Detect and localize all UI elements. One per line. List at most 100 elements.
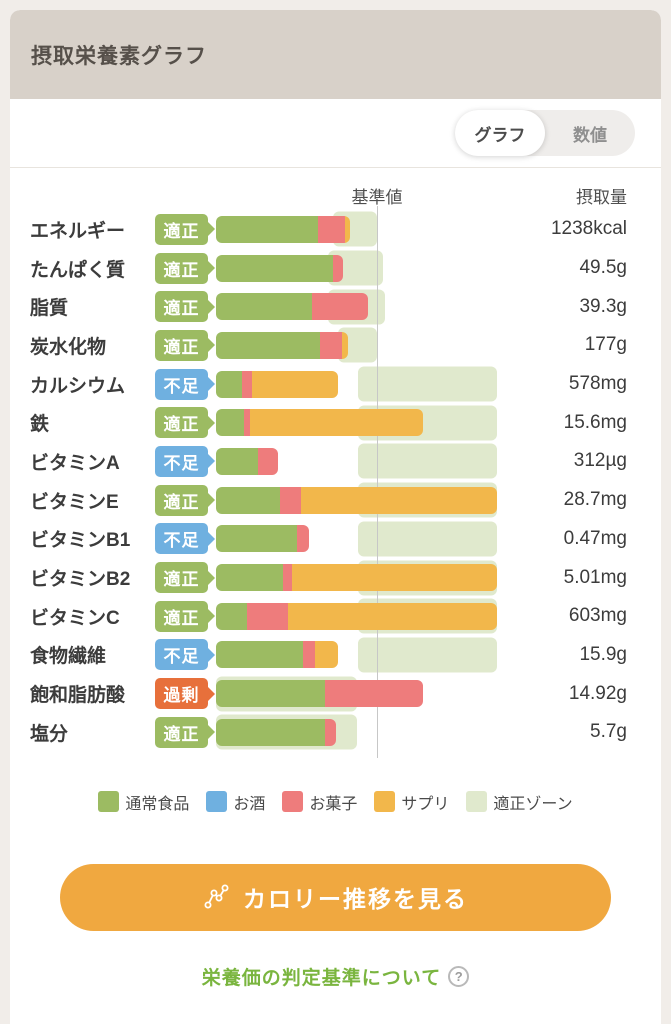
status-badge: 適正	[155, 291, 216, 323]
status-badge-arrow-icon	[208, 454, 215, 469]
bar-segment	[325, 718, 336, 746]
intake-value: 49.5g	[579, 257, 627, 279]
stacked-bar	[216, 718, 336, 746]
nutrient-label: 鉄	[30, 414, 50, 436]
intake-column-header: 摂取量	[576, 188, 627, 207]
bar-track	[216, 210, 497, 249]
bar-segment	[312, 293, 368, 321]
intake-value: 5.01mg	[563, 566, 627, 588]
stacked-bar	[216, 641, 338, 669]
intake-value: 15.6mg	[563, 411, 627, 433]
stacked-bar	[216, 525, 309, 553]
intake-value: 28.7mg	[563, 489, 627, 511]
nutrition-card: 摂取栄養素グラフ グラフ 数値 基準値 摂取量 エネルギー 適正 1238kcal た…	[10, 10, 661, 1024]
status-badge-arrow-icon	[208, 377, 215, 392]
status-badge: 過剰	[155, 678, 216, 710]
bar-segment	[247, 602, 288, 630]
bar-segment	[216, 602, 247, 630]
bar-segment	[283, 564, 292, 592]
bar-segment	[280, 486, 301, 514]
appropriate-zone	[358, 521, 497, 557]
status-badge-arrow-icon	[208, 531, 215, 546]
criteria-link[interactable]: 栄養価の判定基準について	[201, 967, 442, 989]
status-badge: 適正	[155, 213, 216, 245]
status-badge: 適正	[155, 716, 216, 748]
bar-track	[216, 442, 497, 481]
bar-track	[216, 597, 497, 636]
nutrient-row: ビタミンA 不足 312µg	[10, 442, 661, 481]
status-badge-label: 適正	[155, 213, 208, 245]
toggle-row: グラフ 数値	[10, 99, 661, 168]
bar-segment	[342, 331, 348, 359]
bar-segment	[216, 447, 258, 475]
legend-label: 適正ゾーン	[493, 795, 573, 813]
status-badge-arrow-icon	[208, 261, 215, 276]
bar-segment	[252, 370, 338, 398]
status-badge-arrow-icon	[208, 725, 215, 740]
status-badge-arrow-icon	[208, 493, 215, 508]
criteria-link-row: 栄養価の判定基準について ?	[10, 963, 661, 990]
bar-segment	[315, 641, 338, 669]
nutrient-label: ビタミンE	[30, 491, 119, 513]
nutrient-row: 食物繊維 不足 15.9g	[10, 636, 661, 675]
nutrient-row: ビタミンB2 適正 5.01mg	[10, 558, 661, 597]
nutrient-row: カルシウム 不足 578mg	[10, 365, 661, 404]
bar-segment	[258, 447, 278, 475]
bar-segment	[216, 409, 244, 437]
status-badge-label: 適正	[155, 252, 208, 284]
status-badge-label: 不足	[155, 445, 208, 477]
chart-rows: エネルギー 適正 1238kcal たんぱく質 適正 49.5g 脂質 適正 39.3g 炭水化物…	[10, 206, 661, 758]
bar-segment	[318, 215, 345, 243]
bar-segment	[242, 370, 252, 398]
status-badge-label: 適正	[155, 716, 208, 748]
bar-track	[216, 326, 497, 365]
legend-swatch-icon	[374, 791, 396, 813]
nutrient-label: 飽和脂肪酸	[30, 685, 126, 707]
toggle-option-numeric[interactable]: 数値	[545, 110, 635, 156]
status-badge: 不足	[155, 368, 216, 400]
bar-segment	[216, 486, 280, 514]
legend-item: お菓子	[282, 790, 357, 814]
nutrient-row: ビタミンB1 不足 0.47mg	[10, 520, 661, 559]
nutrient-row: 炭水化物 適正 177g	[10, 326, 661, 365]
legend-label: 通常食品	[125, 795, 190, 813]
bar-segment	[301, 486, 497, 514]
bar-segment	[320, 331, 342, 359]
chart-column-headers: 基準値 摂取量	[10, 178, 661, 210]
stacked-bar	[216, 447, 278, 475]
calorie-trend-button[interactable]: カロリー推移を見る	[60, 863, 611, 931]
calorie-trend-button-label: カロリー推移を見る	[243, 886, 468, 913]
nutrient-label: 食物繊維	[30, 646, 107, 668]
legend-label: サプリ	[401, 795, 450, 813]
stacked-bar	[216, 680, 423, 708]
intake-value: 14.92g	[568, 682, 627, 704]
nutrient-row: ビタミンC 適正 603mg	[10, 597, 661, 636]
stacked-bar	[216, 486, 497, 514]
bar-segment	[244, 409, 250, 437]
intake-value: 578mg	[568, 373, 627, 395]
nutrient-label: ビタミンB2	[30, 569, 131, 591]
nutrient-row: たんぱく質 適正 49.5g	[10, 249, 661, 288]
nutrient-label: カルシウム	[30, 375, 126, 397]
stacked-bar	[216, 602, 497, 630]
nutrient-row: 飽和脂肪酸 過剰 14.92g	[10, 674, 661, 713]
status-badge: 適正	[155, 329, 216, 361]
bar-track	[216, 636, 497, 675]
stacked-bar	[216, 215, 350, 243]
legend-label: お菓子	[309, 795, 358, 813]
bar-segment	[345, 215, 350, 243]
status-badge: 適正	[155, 562, 216, 594]
reference-line	[377, 206, 378, 758]
stacked-bar	[216, 254, 343, 282]
bar-segment	[250, 409, 423, 437]
appropriate-zone	[358, 637, 497, 673]
nutrient-label: 炭水化物	[30, 336, 107, 358]
status-badge-arrow-icon	[208, 338, 215, 353]
help-question-icon[interactable]: ?	[448, 965, 470, 987]
bar-track	[216, 520, 497, 559]
nutrient-row: ビタミンE 適正 28.7mg	[10, 481, 661, 520]
legend-swatch-icon	[206, 791, 228, 813]
nutrient-row: エネルギー 適正 1238kcal	[10, 210, 661, 249]
toggle-option-graph[interactable]: グラフ	[455, 110, 545, 156]
status-badge-label: 過剰	[155, 678, 208, 710]
